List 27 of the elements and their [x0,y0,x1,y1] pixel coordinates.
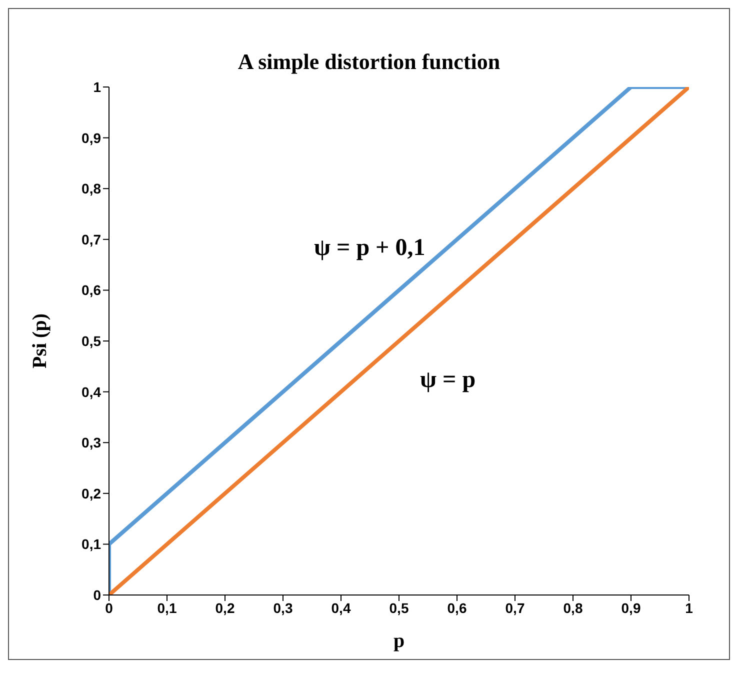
x-tick-label: 0,5 [389,600,409,616]
annotation: ψ = p + 0,1 [314,235,426,262]
annotation: ψ = p [420,367,476,394]
y-axis-title: Psi (p) [29,314,52,368]
x-tick-label: 0,3 [273,600,293,616]
y-tick-label: 0,4 [82,384,102,400]
x-tick-label: 0,6 [447,600,467,616]
x-tick-label: 0,2 [215,600,235,616]
x-tick-label: 0 [105,600,114,616]
y-tick-label: 0,6 [82,282,102,298]
y-tick-label: 1 [93,78,102,95]
x-axis-title: p [393,630,405,652]
y-tick-label: 0,5 [82,332,102,349]
y-tick-label: 0,8 [82,180,102,197]
x-tick-label: 1 [685,600,694,616]
y-tick-label: 0,7 [82,231,102,248]
y-tick-label: 0,1 [82,536,102,552]
y-tick-label: 0,2 [82,485,102,502]
x-tick-label: 0,9 [621,600,641,616]
y-tick-label: 0,3 [82,434,102,451]
x-tick-label: 0,7 [505,600,525,616]
y-tick-label: 0 [93,586,102,603]
x-tick-label: 0,4 [331,600,351,616]
chart-title: A simple distortion function [236,49,502,75]
y-tick-label: 0,9 [82,130,102,146]
x-tick-label: 0,8 [563,600,583,616]
x-tick-label: 0,1 [157,600,177,616]
